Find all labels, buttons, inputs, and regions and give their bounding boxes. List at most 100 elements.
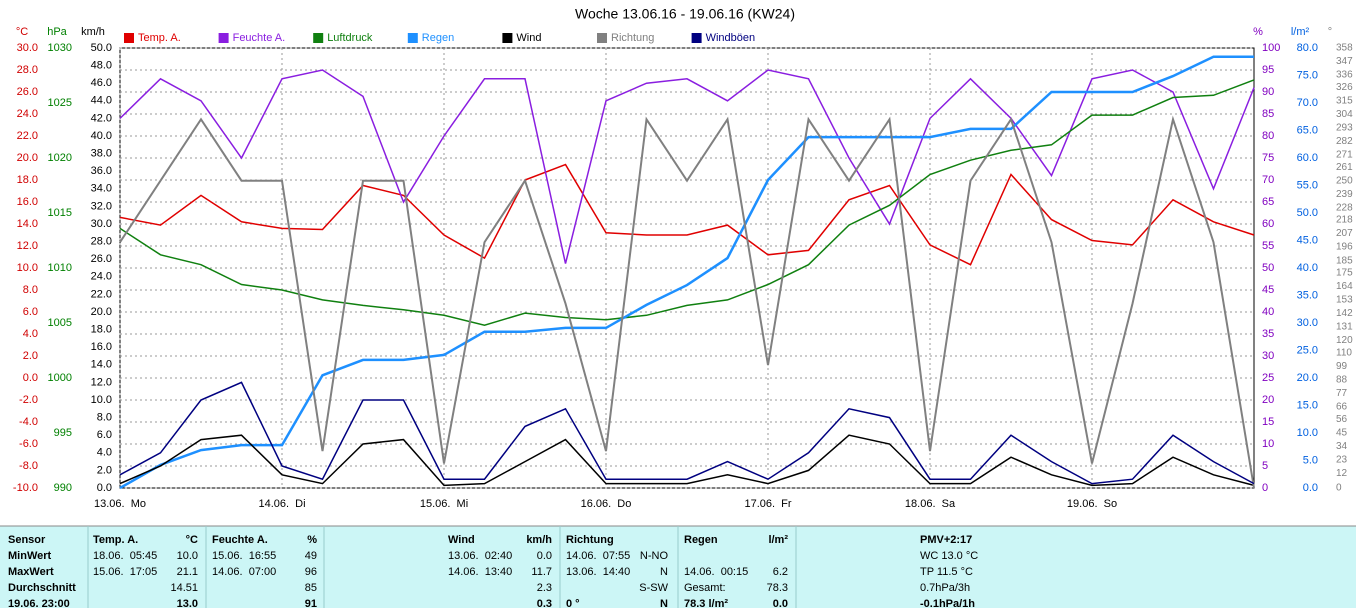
- y-tick-label: 153: [1336, 295, 1353, 306]
- y-tick-label: 10.0: [91, 394, 112, 406]
- y-tick-label: 85: [1262, 108, 1274, 120]
- y-tick-label: 80.0: [1297, 42, 1318, 54]
- table-cell: 15.06. 17:05: [93, 566, 157, 578]
- table-cell: 14.06. 07:00: [212, 566, 276, 578]
- table-cell: 10.0: [177, 550, 198, 562]
- y-tick-label: 70: [1262, 174, 1274, 186]
- y-tick-label: 8.0: [23, 284, 38, 296]
- y-tick-label: 66: [1336, 402, 1348, 413]
- y-tick-label: 35: [1262, 328, 1274, 340]
- y-tick-label: 347: [1336, 56, 1353, 67]
- y-tick-label: 30: [1262, 350, 1274, 362]
- table-header-cell: km/h: [526, 534, 552, 546]
- y-tick-label: 95: [1262, 64, 1274, 76]
- y-tick-label: 207: [1336, 228, 1353, 239]
- y-tick-label: 293: [1336, 123, 1353, 134]
- x-tick-label: 18.06. Sa: [905, 498, 956, 510]
- legend-swatch: [313, 33, 324, 43]
- legend-swatch: [502, 33, 513, 43]
- x-tick-label: 15.06. Mi: [420, 498, 468, 510]
- legend-swatch: [218, 33, 229, 43]
- y-tick-label: 60: [1262, 218, 1274, 230]
- y-tick-label: 30.0: [91, 218, 112, 230]
- y-tick-label: 250: [1336, 175, 1353, 186]
- y-tick-label: 6.0: [97, 429, 112, 441]
- legend-label: Richtung: [611, 32, 654, 44]
- y-tick-label: 15: [1262, 416, 1274, 428]
- y-tick-label: 14.0: [91, 359, 112, 371]
- x-tick-label: 19.06. So: [1067, 498, 1117, 510]
- legend-label: Windböen: [706, 32, 756, 44]
- y-tick-label: 35.0: [1297, 289, 1318, 301]
- y-tick-label: 228: [1336, 202, 1353, 213]
- table-cell: 0.0: [537, 550, 552, 562]
- table-cell: TP 11.5 °C: [920, 566, 973, 578]
- legend-swatch: [691, 33, 702, 43]
- y-tick-label: 30.0: [1297, 317, 1318, 329]
- table-cell: 2.3: [537, 582, 552, 594]
- y-tick-label: 18.0: [91, 324, 112, 336]
- y-tick-label: 15.0: [1297, 399, 1318, 411]
- y-tick-label: 50.0: [1297, 207, 1318, 219]
- table-cell: N: [660, 566, 668, 578]
- series-line: [119, 55, 1254, 490]
- series-line: [119, 69, 1255, 264]
- y-tick-label: 20.0: [1297, 372, 1318, 384]
- y-tick-label: 0.0: [23, 372, 38, 384]
- y-tick-label: 45.0: [1297, 234, 1318, 246]
- y-tick-label: 55.0: [1297, 179, 1318, 191]
- table-cell: Durchschnitt: [8, 582, 76, 594]
- y-tick-label: 50.0: [91, 42, 112, 54]
- table-cell: N: [660, 598, 668, 608]
- legend-label: Temp. A.: [138, 32, 181, 44]
- y-tick-label: 1010: [48, 262, 72, 274]
- series-line: [119, 381, 1255, 485]
- y-tick-label: -6.0: [19, 438, 38, 450]
- y-tick-label: -8.0: [19, 460, 38, 472]
- y-tick-label: 55: [1262, 240, 1274, 252]
- y-tick-label: 8.0: [97, 412, 112, 424]
- series-line: [119, 79, 1255, 326]
- series-line: [119, 163, 1255, 266]
- legend-label: Regen: [422, 32, 454, 44]
- table-cell: 78.3 l/m²: [684, 598, 728, 608]
- table-cell: 11.7: [531, 566, 552, 578]
- table-header-cell: Richtung: [566, 534, 614, 546]
- y-tick-label: 40.0: [1297, 262, 1318, 274]
- y-tick-label: 20.0: [91, 306, 112, 318]
- y-tick-label: 218: [1336, 215, 1353, 226]
- y-tick-label: 88: [1336, 374, 1348, 385]
- y-tick-label: 271: [1336, 150, 1353, 161]
- y-tick-label: 60.0: [1297, 152, 1318, 164]
- legend-label: Feuchte A.: [233, 32, 286, 44]
- y-tick-label: 65: [1262, 196, 1274, 208]
- table-header-cell: PMV+2:17: [920, 534, 972, 546]
- y-tick-label: 2.0: [97, 464, 112, 476]
- y-tick-label: 358: [1336, 43, 1353, 54]
- table-cell: WC 13.0 °C: [920, 550, 978, 562]
- y-tick-label: 90: [1262, 86, 1274, 98]
- table-cell: 91: [305, 598, 317, 608]
- y-tick-label: 26.0: [91, 253, 112, 265]
- y-tick-label: 5: [1262, 460, 1268, 472]
- y-tick-label: 28.0: [17, 64, 38, 76]
- x-tick-label: 14.06. Di: [258, 498, 305, 510]
- table-header-cell: Regen: [684, 534, 718, 546]
- table-cell: 0.3: [537, 598, 552, 608]
- y-tick-label: 326: [1336, 82, 1353, 93]
- y-tick-label: 1025: [48, 97, 72, 109]
- axis-unit: °C: [16, 26, 28, 38]
- table-cell: -0.1hPa/1h: [920, 598, 975, 608]
- y-tick-label: 40.0: [91, 130, 112, 142]
- table-cell: 49: [305, 550, 317, 562]
- y-tick-label: 175: [1336, 268, 1353, 279]
- table-header-cell: Temp. A.: [93, 534, 138, 546]
- series-line: [119, 434, 1255, 487]
- y-tick-label: 20.0: [17, 152, 38, 164]
- y-tick-label: 12.0: [91, 376, 112, 388]
- y-tick-label: 10.0: [1297, 427, 1318, 439]
- y-tick-label: 70.0: [1297, 97, 1318, 109]
- y-tick-label: 34.0: [91, 183, 112, 195]
- y-tick-label: 24.0: [91, 271, 112, 283]
- y-tick-label: 56: [1336, 414, 1348, 425]
